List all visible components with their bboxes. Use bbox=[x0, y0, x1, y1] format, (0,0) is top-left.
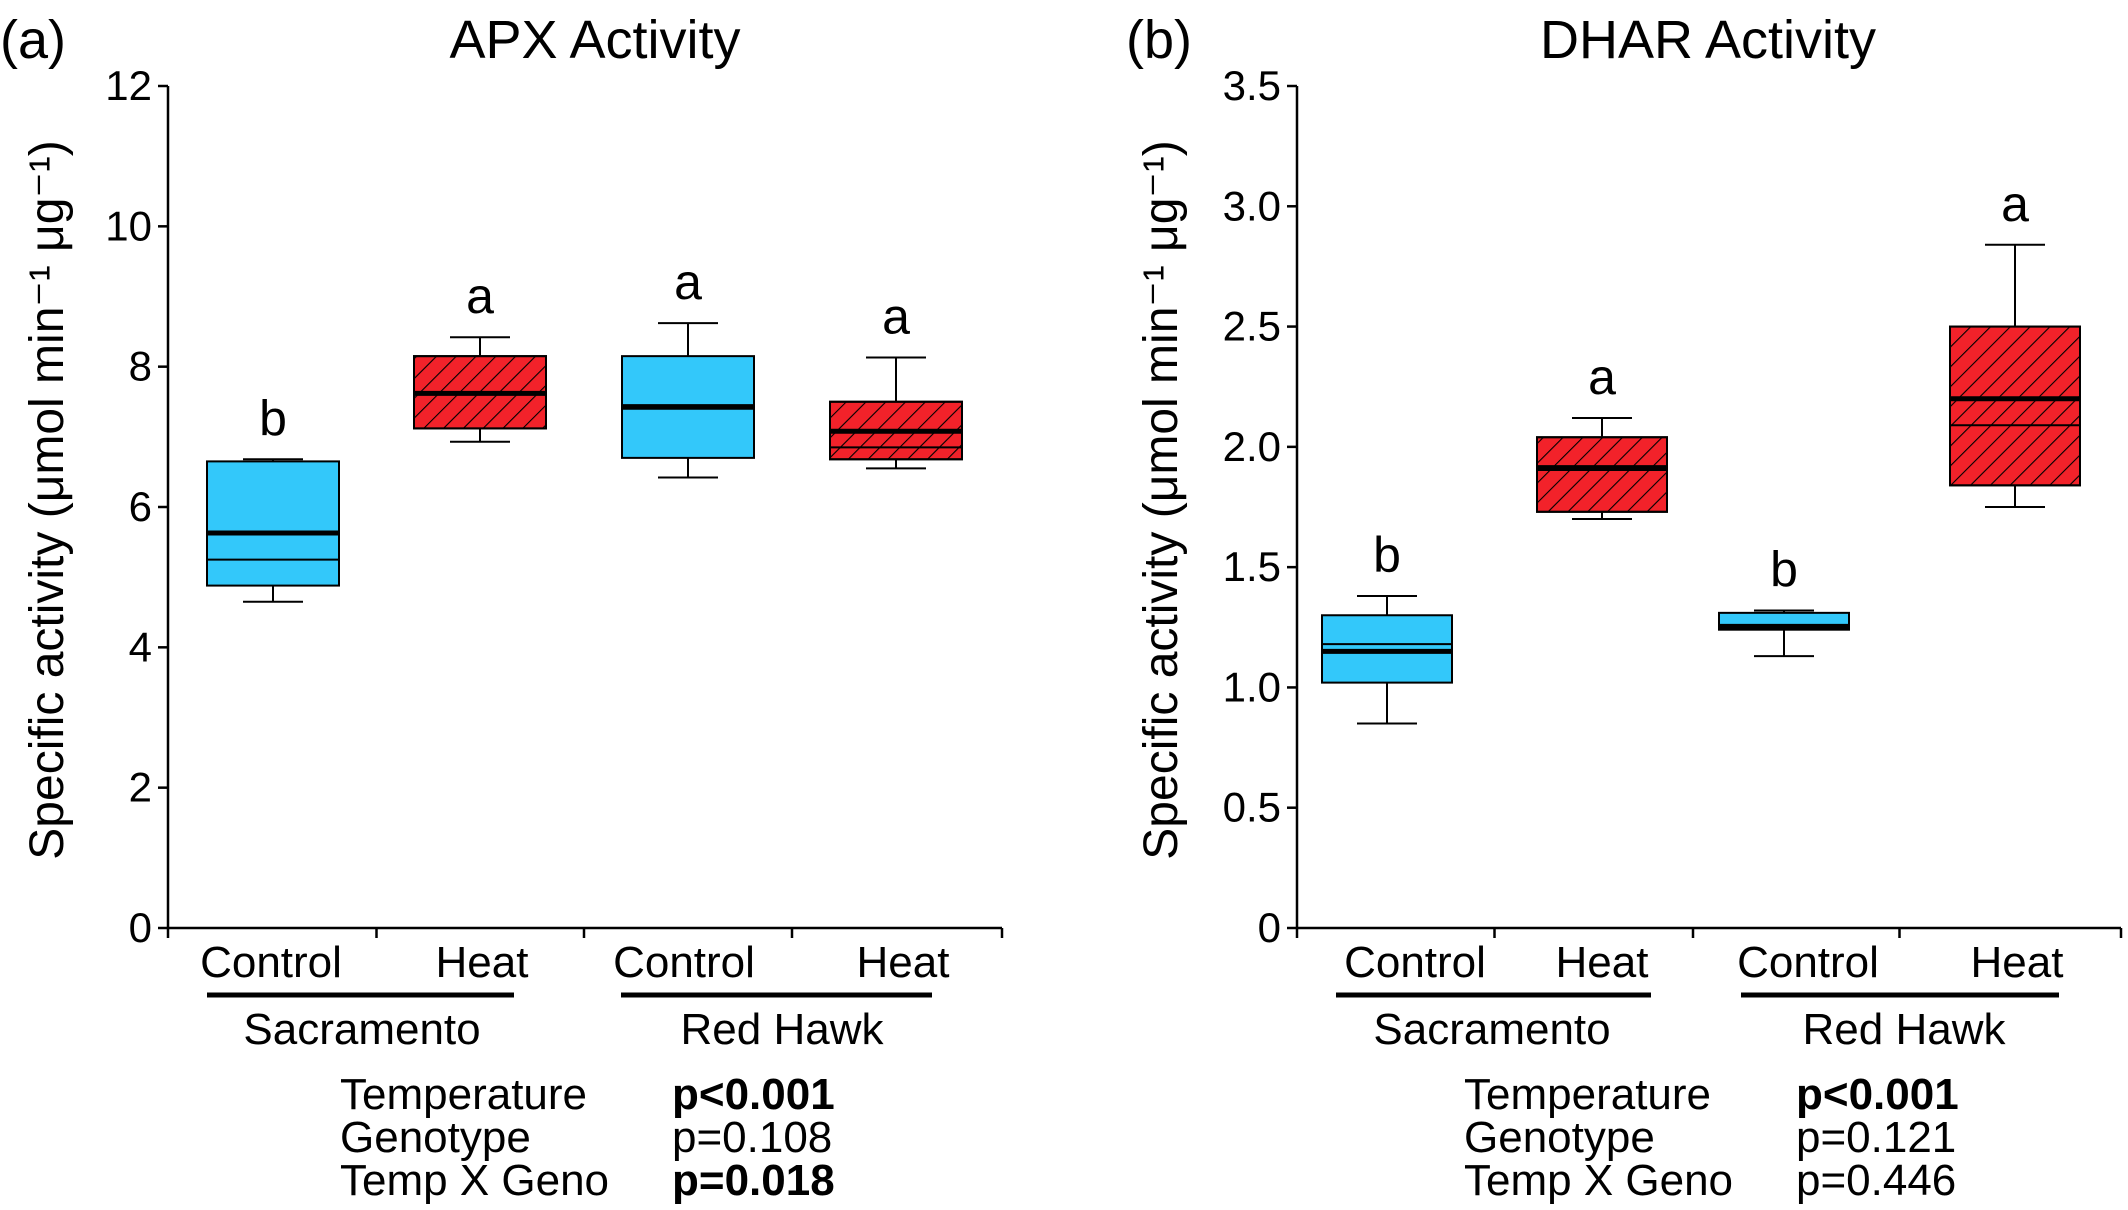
y-axis-label: Specific activity (μmol min⁻¹ μg⁻¹) bbox=[21, 140, 74, 859]
box-hatch bbox=[1536, 436, 1668, 513]
y-tick-label: 6 bbox=[129, 483, 152, 530]
panel-label: (a) bbox=[0, 10, 66, 70]
y-axis-label: Specific activity (μmol min⁻¹ μg⁻¹) bbox=[1135, 140, 1188, 859]
significance-letter: b bbox=[259, 390, 287, 446]
y-tick-label: 1.0 bbox=[1223, 663, 1281, 710]
significance-letter: a bbox=[1588, 349, 1616, 405]
y-tick-label: 3.5 bbox=[1223, 62, 1281, 109]
stat-label: Temp X Geno bbox=[1464, 1156, 1733, 1205]
box-heat: a bbox=[829, 289, 963, 470]
stat-label: Genotype bbox=[1464, 1113, 1655, 1162]
panel-label: (b) bbox=[1126, 10, 1192, 70]
panel-apx: (a) APX Activity Specific activity (μmol… bbox=[0, 10, 1004, 1205]
stat-value: p=0.108 bbox=[672, 1113, 832, 1162]
stat-label: Temp X Geno bbox=[340, 1156, 609, 1205]
box-control: b bbox=[1718, 541, 1850, 658]
y-tick-label: 0 bbox=[129, 904, 152, 951]
group-label: Red Hawk bbox=[1803, 1005, 2007, 1054]
y-tick-label: 12 bbox=[105, 62, 152, 109]
y-tick-label: 2.0 bbox=[1223, 423, 1281, 470]
significance-letter: a bbox=[674, 254, 702, 310]
significance-letter: b bbox=[1770, 541, 1798, 597]
x-tick-label: Control bbox=[200, 938, 342, 987]
stat-value: p<0.001 bbox=[672, 1070, 835, 1119]
group-label: Sacramento bbox=[243, 1005, 480, 1054]
x-tick-label: Heat bbox=[1556, 938, 1649, 987]
box-hatch bbox=[1949, 325, 2081, 487]
box-heat: a bbox=[1949, 176, 2081, 508]
stat-label: Temperature bbox=[340, 1070, 587, 1119]
box-heat: a bbox=[413, 268, 547, 443]
stat-value: p<0.001 bbox=[1796, 1070, 1959, 1119]
x-tick-label: Control bbox=[613, 938, 755, 987]
y-tick-label: 2.5 bbox=[1223, 303, 1281, 350]
box-control: b bbox=[206, 390, 340, 603]
stat-value: p=0.018 bbox=[672, 1156, 835, 1205]
box-rect bbox=[206, 460, 340, 587]
stats-table: Temperature p<0.001 Genotype p=0.121 Tem… bbox=[1464, 1070, 1959, 1205]
significance-letter: a bbox=[2001, 176, 2029, 232]
significance-letter: a bbox=[466, 268, 494, 324]
plot-area: 0 2 4 6 8 10 12 b Control a Heat a Control a Heat bbox=[105, 62, 1004, 998]
y-tick-label: 0 bbox=[1258, 904, 1281, 951]
group-label: Sacramento bbox=[1373, 1005, 1610, 1054]
x-tick-label: Heat bbox=[857, 938, 950, 987]
y-tick-label: 4 bbox=[129, 623, 152, 670]
chart-title: DHAR Activity bbox=[1540, 10, 1876, 70]
stat-value: p=0.121 bbox=[1796, 1113, 1956, 1162]
box-heat: a bbox=[1536, 349, 1668, 521]
stat-label: Temperature bbox=[1464, 1070, 1711, 1119]
y-tick-label: 1.5 bbox=[1223, 543, 1281, 590]
stat-label: Genotype bbox=[340, 1113, 531, 1162]
y-tick-label: 10 bbox=[105, 202, 152, 249]
box-control: b bbox=[1321, 527, 1453, 725]
stat-value: p=0.446 bbox=[1796, 1156, 1956, 1205]
y-tick-label: 3.0 bbox=[1223, 182, 1281, 229]
x-tick-label: Control bbox=[1344, 938, 1486, 987]
group-label: Red Hawk bbox=[681, 1005, 885, 1054]
significance-letter: a bbox=[882, 289, 910, 345]
y-tick-label: 8 bbox=[129, 343, 152, 390]
y-tick-label: 0.5 bbox=[1223, 784, 1281, 831]
stats-table: Temperature p<0.001 Genotype p=0.108 Tem… bbox=[340, 1070, 835, 1205]
panel-dhar: (b) DHAR Activity Specific activity (μmo… bbox=[1126, 10, 2123, 1205]
chart-title: APX Activity bbox=[449, 10, 740, 70]
y-tick-label: 2 bbox=[129, 764, 152, 811]
x-tick-label: Control bbox=[1737, 938, 1879, 987]
box-control: a bbox=[621, 254, 755, 479]
plot-area: 0 0.5 1.0 1.5 2.0 2.5 3.0 3.5 b Control a Heat b Cont… bbox=[1223, 62, 2123, 998]
x-tick-label: Heat bbox=[1971, 938, 2064, 987]
significance-letter: b bbox=[1373, 527, 1401, 583]
x-tick-label: Heat bbox=[436, 938, 529, 987]
